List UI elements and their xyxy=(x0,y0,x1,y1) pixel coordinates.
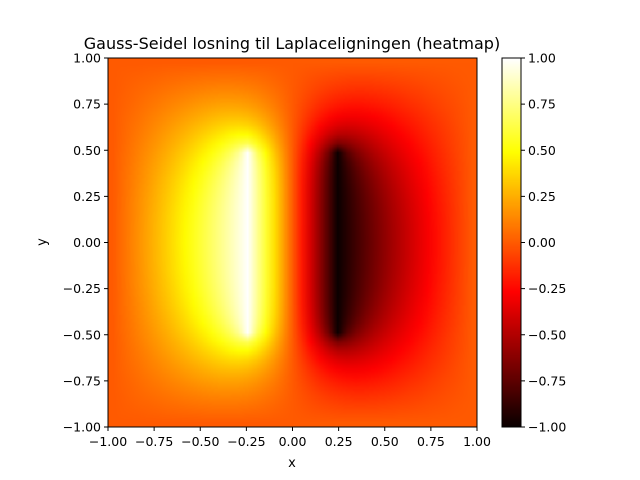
x-axis-ticks: −1.00 −0.75 −0.50 −0.25 0.00 0.25 0.50 0.75 1.00 xyxy=(89,427,491,449)
x-tick-label: −0.50 xyxy=(181,434,219,449)
x-tick-label: 1.00 xyxy=(463,434,491,449)
y-tick-label: −0.50 xyxy=(63,327,101,342)
x-tick-label: −0.75 xyxy=(135,434,173,449)
colorbar-tick-label: 0.75 xyxy=(528,97,556,112)
y-tick-label: 0.00 xyxy=(73,235,101,250)
colorbar-ticks: −1.00 −0.75 −0.50 −0.25 0.00 0.25 0.50 0.75 1.00 xyxy=(521,51,566,435)
colorbar-tick-label: −1.00 xyxy=(528,420,566,435)
colorbar-tick-label: 0.25 xyxy=(528,189,556,204)
y-tick-label: −1.00 xyxy=(63,420,101,435)
chart-title: Gauss-Seidel losning til Laplaceligninge… xyxy=(84,34,500,53)
colorbar-tick-label: 0.50 xyxy=(528,143,556,158)
x-tick-label: 0.25 xyxy=(325,434,353,449)
y-tick-label: 0.25 xyxy=(73,189,101,204)
colorbar-tick-label: 1.00 xyxy=(528,51,556,66)
x-axis-label: x xyxy=(288,456,296,471)
colorbar-tick-label: 0.00 xyxy=(528,235,556,250)
colorbar-tick-label: −0.50 xyxy=(528,327,566,342)
x-tick-label: 0.75 xyxy=(417,434,445,449)
y-tick-label: 1.00 xyxy=(73,51,101,66)
y-axis-ticks: −1.00 −0.75 −0.50 −0.25 0.00 0.25 0.50 0.75 1.00 xyxy=(63,51,108,435)
y-tick-label: −0.75 xyxy=(63,373,101,388)
x-tick-label: 0.50 xyxy=(371,434,399,449)
y-tick-label: −0.25 xyxy=(63,281,101,296)
y-axis-label: y xyxy=(35,238,50,246)
colorbar-tick-label: −0.25 xyxy=(528,281,566,296)
x-tick-label: 0.00 xyxy=(279,434,307,449)
colorbar-gradient xyxy=(502,58,521,427)
y-tick-label: 0.75 xyxy=(73,97,101,112)
y-tick-label: 0.50 xyxy=(73,143,101,158)
heatmap-plot xyxy=(107,57,478,428)
colorbar-tick-label: −0.75 xyxy=(528,373,566,388)
x-tick-label: −1.00 xyxy=(89,434,127,449)
x-tick-label: −0.25 xyxy=(227,434,265,449)
colorbar: −1.00 −0.75 −0.50 −0.25 0.00 0.25 0.50 0.75 1.00 xyxy=(501,51,566,435)
heatmap-image xyxy=(108,58,477,427)
